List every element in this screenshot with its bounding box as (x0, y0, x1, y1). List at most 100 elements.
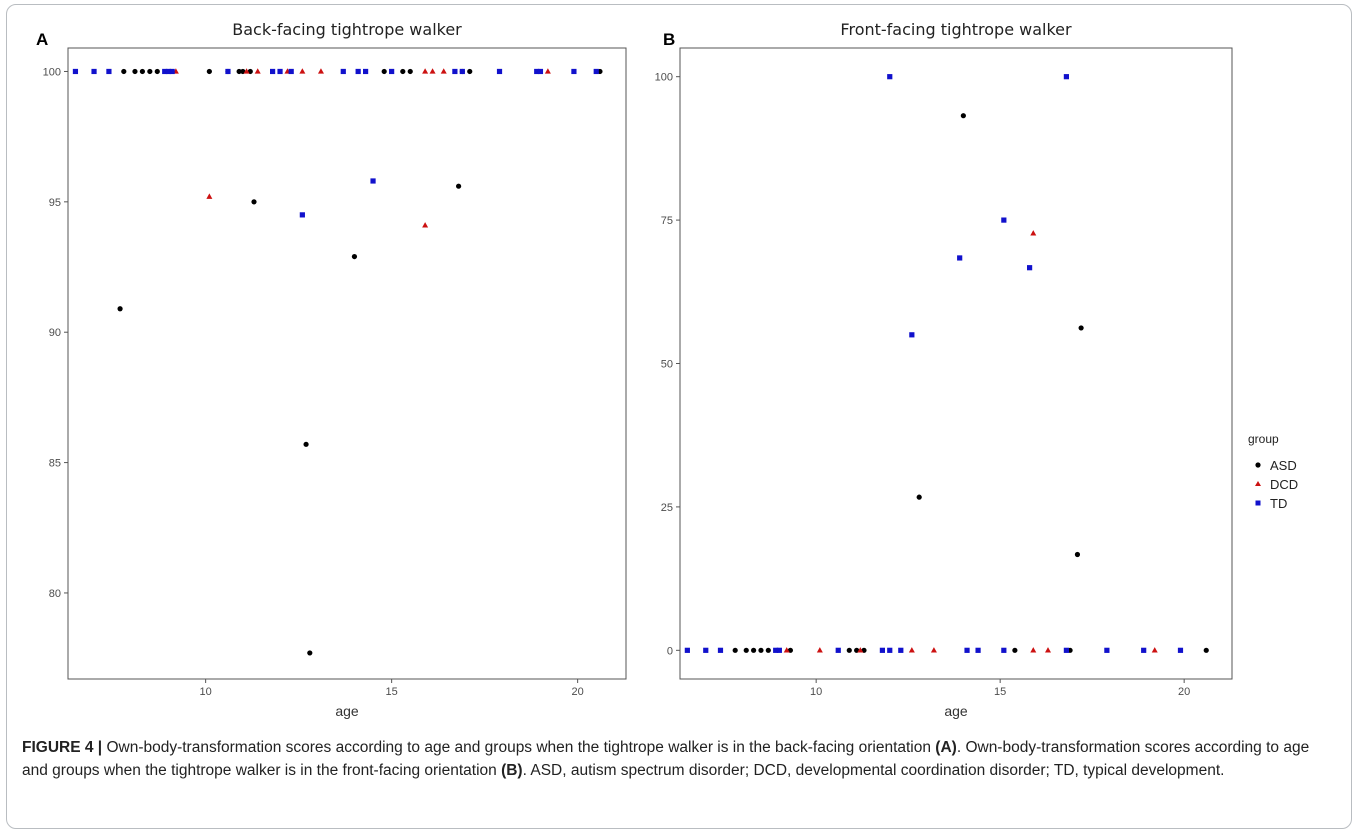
panel-b-point-td (909, 332, 915, 338)
panel-b-xtick-label: 10 (810, 686, 822, 698)
panel-b-point-td (1104, 647, 1110, 653)
panel-b-point-td (957, 255, 963, 261)
panel-a-point-asd (407, 68, 413, 75)
panel-a-points (72, 68, 603, 656)
panel-a-ytick-label: 95 (49, 197, 61, 209)
panel-a-ytick-label: 100 (43, 66, 61, 78)
panel-a-point-asd (139, 68, 145, 75)
caption-text-2: . Own-body-transformation scores accordi… (22, 739, 1310, 779)
panel-a-point-td (169, 68, 175, 75)
panel-a-point-dcd (440, 68, 447, 74)
panel-b-ticks: 10 15 20 0 25 50 75 100 (655, 72, 1191, 698)
panel-b-xtick-label: 15 (994, 686, 1006, 698)
panel-b-ytick-label: 0 (667, 645, 673, 657)
panel-b-title: Front-facing tightrope walker (840, 20, 1072, 39)
panel-a-point-td (534, 68, 540, 75)
panel-a-xtick-label: 20 (572, 686, 584, 698)
panel-b-point-td (1027, 265, 1033, 271)
panel-a-point-dcd (544, 68, 551, 74)
legend-asd-label: ASD (1270, 458, 1297, 473)
panel-b-point-asd (960, 113, 966, 119)
panel-a-point-td (496, 68, 503, 75)
panel-a-point-td (225, 68, 231, 75)
panel-b-ytick-label: 75 (661, 215, 673, 227)
panel-b-plot-area (679, 47, 1233, 680)
legend-item-asd: ASD (1255, 458, 1297, 473)
caption-figure-label: FIGURE 4 | (22, 739, 103, 756)
panel-a-point-asd (381, 68, 387, 75)
legend: group ASD DCD TD (1248, 432, 1298, 511)
panel-b-point-td (1001, 217, 1007, 223)
figure-charts: A Back-facing tightrope walker age 10 15 2… (36, 20, 1298, 719)
panel-a-xtick-label: 10 (200, 686, 212, 698)
panel-b-point-td (717, 647, 724, 653)
panel-a-point-asd (206, 68, 212, 75)
panel-b-point-asd (751, 647, 757, 653)
panel-a-point-dcd (254, 68, 261, 74)
panel-a-point-asd (456, 183, 462, 189)
panel-a-point-td (162, 68, 168, 75)
panel-a-point-td (363, 68, 369, 75)
panel-a-point-asd (154, 68, 160, 75)
panel-a-point-td (72, 68, 79, 75)
panel-b-points (684, 74, 1209, 653)
panel-a-point-asd (400, 68, 406, 75)
panel-b-point-asd (1012, 647, 1018, 653)
panel-a-point-asd (303, 441, 309, 447)
panel-b-point-td (898, 647, 904, 653)
panel-a-xtick-label: 15 (386, 686, 398, 698)
panel-b-point-asd (732, 647, 738, 653)
panel-a-ytick-label: 90 (49, 327, 61, 339)
panel-a-point-td (288, 68, 294, 75)
legend-td-marker (1255, 500, 1261, 506)
panel-b-point-td (1141, 647, 1147, 653)
panel-b-point-td (773, 647, 779, 653)
panel-b-point-asd (1078, 325, 1084, 331)
panel-b-xtick-label: 20 (1178, 686, 1190, 698)
panel-b-point-td (975, 647, 981, 653)
panel-a-point-dcd (429, 68, 436, 74)
panel-a-point-asd (132, 68, 138, 75)
panel-a-point-td (537, 68, 544, 75)
panel-b-point-asd (846, 647, 852, 653)
panel-a-point-td (91, 68, 97, 75)
panel-a-point-dcd (243, 68, 250, 74)
figure-frame (6, 4, 1352, 829)
panel-a-point-td (106, 68, 112, 75)
legend-title: group (1248, 432, 1279, 446)
panel-b-point-asd (743, 647, 749, 653)
legend-dcd-label: DCD (1270, 477, 1298, 492)
panel-a-ytick-label: 85 (49, 458, 61, 470)
panel-a-point-asd (147, 68, 153, 75)
panel-a-xlabel: age (335, 703, 359, 719)
caption-ref-a: (A) (935, 739, 957, 756)
panel-a-point-td (355, 68, 361, 75)
panel-a-point-td (459, 68, 465, 75)
panel-a-point-asd (236, 68, 242, 75)
panel-a-point-asd (467, 68, 473, 75)
panel-a-point-asd (251, 199, 257, 205)
panel-b-point-dcd (783, 647, 790, 653)
panel-b-point-dcd (857, 647, 864, 653)
panel-a-point-td (277, 68, 283, 75)
panel-a-ticks: 10 15 20 80 85 90 95 100 (43, 66, 584, 698)
panel-b-point-asd (916, 494, 922, 500)
panel-a-point-asd (307, 650, 313, 656)
caption-ref-b: (B) (501, 762, 523, 779)
panel-b-point-asd (758, 647, 764, 653)
panel-a-point-asd (121, 68, 127, 75)
panel-a-point-td (389, 68, 395, 75)
panel-a-point-td (593, 68, 599, 75)
panel-a-point-td (299, 212, 305, 218)
panel-b-point-dcd (1151, 647, 1158, 653)
legend-item-td: TD (1255, 496, 1287, 511)
panel-a-point-dcd (317, 68, 324, 74)
panel-b-ytick-label: 50 (661, 359, 673, 371)
panel-a-title: Back-facing tightrope walker (232, 20, 462, 39)
legend-td-label: TD (1270, 496, 1287, 511)
panel-a-point-dcd (422, 222, 429, 228)
panel-a-point-td (165, 68, 172, 75)
panel-b-point-td (703, 647, 709, 653)
panel-b-point-td (879, 647, 885, 653)
legend-asd-marker (1255, 462, 1261, 468)
